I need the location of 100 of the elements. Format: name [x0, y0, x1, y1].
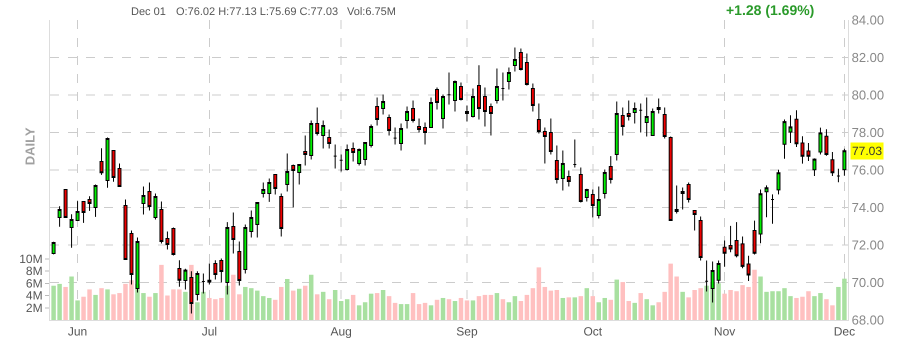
candlestick — [441, 94, 445, 130]
bar — [374, 293, 380, 320]
candlestick — [213, 260, 218, 280]
candlestick — [800, 136, 804, 164]
text: +1.28 (1.69%) — [726, 2, 814, 18]
candlestick — [171, 227, 176, 256]
candlestick — [255, 202, 260, 238]
candlestick — [291, 164, 296, 208]
candlestick — [776, 169, 780, 195]
y-tick-label: 78.00 — [852, 125, 884, 140]
candlestick — [153, 192, 158, 220]
candlestick — [243, 224, 248, 274]
bar — [680, 292, 685, 320]
candlestick — [297, 164, 302, 185]
candlestick — [734, 222, 739, 258]
bar — [500, 299, 506, 320]
candlestick — [219, 258, 224, 283]
candlestick — [249, 210, 254, 238]
candlestick — [183, 268, 188, 290]
bar — [494, 293, 500, 320]
candlestick — [285, 153, 290, 192]
bar — [147, 296, 152, 320]
candlestick — [788, 114, 792, 144]
bar — [99, 288, 104, 320]
candlestick — [554, 144, 559, 184]
candlestick — [339, 154, 344, 172]
candlestick — [752, 220, 757, 256]
candlestick — [782, 119, 786, 160]
candlestick — [375, 96, 380, 126]
x-tick-label: Aug — [330, 324, 352, 338]
candlestick — [345, 144, 350, 172]
bar — [314, 294, 320, 320]
candlestick — [303, 135, 308, 166]
candlestick — [524, 53, 529, 86]
candlestick — [369, 124, 374, 148]
candlestick — [393, 126, 398, 145]
candlestick — [70, 214, 74, 248]
bar — [434, 300, 440, 320]
candlestick — [351, 142, 356, 162]
candlestick — [267, 178, 272, 202]
bar — [225, 286, 230, 320]
x-tick-label: Sep — [456, 324, 478, 338]
bar — [566, 297, 572, 320]
bar — [638, 293, 643, 320]
bar — [63, 286, 68, 320]
candlestick — [740, 236, 745, 269]
candlestick — [82, 201, 86, 224]
y-tick-label: 84.00 — [852, 12, 884, 28]
candlestick — [363, 142, 368, 166]
candlestick — [842, 148, 846, 176]
candlestick — [106, 137, 110, 188]
candlestick — [560, 150, 565, 191]
y2-tick-label: 10M — [19, 252, 43, 266]
candlestick — [542, 126, 547, 164]
candlestick — [88, 196, 92, 212]
bar — [608, 300, 613, 320]
bar — [105, 289, 110, 320]
candlestick — [429, 96, 433, 128]
y-tick-label: 80.00 — [852, 88, 884, 103]
candlestick — [590, 189, 595, 218]
candlestick — [261, 182, 266, 198]
y-tick-label: 70.00 — [852, 275, 884, 290]
candlestick — [770, 194, 774, 224]
candlestick — [177, 260, 182, 288]
candlestick — [112, 150, 116, 182]
x-tick-label: Jun — [68, 324, 88, 338]
candlestick — [818, 127, 822, 155]
candlestick — [76, 200, 80, 221]
candlestick — [159, 201, 164, 244]
y-tick-label: 82.00 — [852, 50, 884, 66]
candlestick — [447, 72, 451, 106]
candlestick — [315, 107, 320, 136]
candlestick — [758, 189, 762, 244]
x-tick-label: Nov — [714, 324, 736, 338]
candlestick — [566, 170, 571, 187]
candlestick — [494, 68, 499, 104]
bar — [285, 278, 290, 320]
candlestick — [518, 48, 523, 71]
bar — [183, 292, 188, 320]
candlestick — [824, 128, 828, 156]
candlestick — [692, 210, 697, 232]
candlestick — [411, 100, 416, 124]
bar — [350, 294, 356, 320]
bar — [296, 288, 302, 320]
candlestick — [722, 240, 727, 268]
bar — [320, 292, 326, 320]
bar — [326, 299, 332, 320]
candlestick — [124, 198, 128, 260]
candlestick — [686, 182, 691, 203]
candlestick — [830, 152, 834, 176]
y-tick-label: 72.00 — [852, 238, 884, 253]
candlestick — [764, 184, 768, 218]
candlestick — [100, 148, 104, 176]
candlestick — [381, 94, 386, 115]
bar — [572, 297, 578, 320]
candlestick — [548, 118, 553, 155]
candlestick — [399, 123, 404, 151]
candlestick — [327, 129, 332, 149]
candlestick — [620, 107, 625, 136]
candlestick — [596, 186, 601, 220]
